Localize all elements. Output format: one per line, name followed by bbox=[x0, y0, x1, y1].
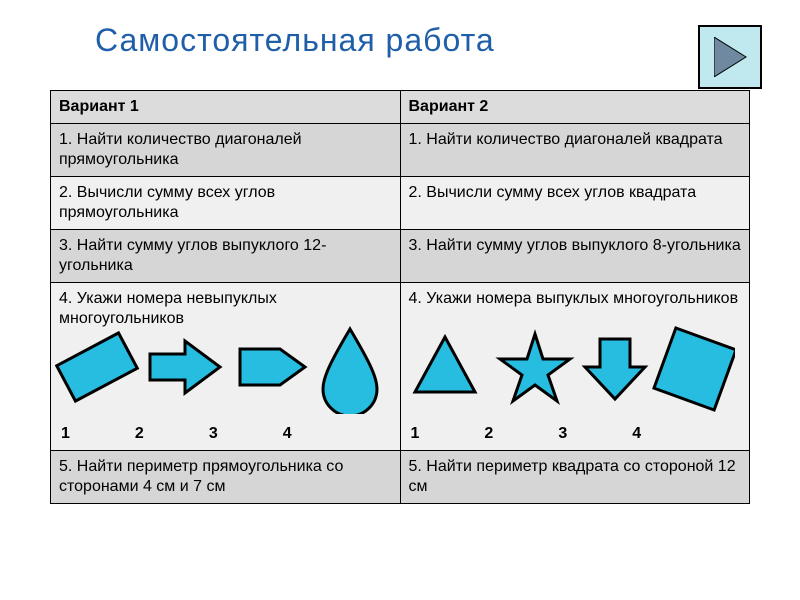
arrow-down-icon bbox=[585, 339, 645, 399]
cell-5-v1: 5. Найти периметр прямоугольника со стор… bbox=[51, 451, 401, 504]
tasks-table: Вариант 1 Вариант 2 1. Найти количество … bbox=[50, 90, 750, 504]
header-v1: Вариант 1 bbox=[51, 91, 401, 124]
cell-1-v1: 1. Найти количество диагоналей прямоугол… bbox=[51, 124, 401, 177]
cell-1-v2: 1. Найти количество диагоналей квадрата bbox=[400, 124, 750, 177]
num: 3 bbox=[558, 424, 567, 444]
star-icon bbox=[500, 334, 570, 401]
shapes-v2 bbox=[405, 319, 735, 414]
cell-4-v1: 4. Укажи номера невыпуклых многоугольник… bbox=[51, 283, 401, 451]
cell-5-v2: 5. Найти периметр квадрата со стороной 1… bbox=[400, 451, 750, 504]
cell-4-v2-label: 4. Укажи номера выпуклых многоугольников bbox=[409, 289, 739, 309]
next-button[interactable] bbox=[698, 25, 762, 89]
num: 2 bbox=[135, 424, 144, 444]
cell-2-v1: 2. Вычисли сумму всех углов прямоугольни… bbox=[51, 177, 401, 230]
cell-4-v2: 4. Укажи номера выпуклых многоугольников… bbox=[400, 283, 750, 451]
num: 1 bbox=[61, 424, 70, 444]
header-v2: Вариант 2 bbox=[400, 91, 750, 124]
cell-3-v2: 3. Найти сумму углов выпуклого 8-угольни… bbox=[400, 230, 750, 283]
page-title: Самостоятельная работа bbox=[95, 22, 495, 59]
play-icon bbox=[714, 37, 748, 77]
triangle-icon bbox=[415, 337, 475, 392]
num: 4 bbox=[632, 424, 641, 444]
drop-icon bbox=[323, 329, 377, 414]
cell-2-v2: 2. Вычисли сумму всех углов квадрата bbox=[400, 177, 750, 230]
arrow-pentagon-icon bbox=[240, 349, 305, 385]
num: 2 bbox=[484, 424, 493, 444]
num: 1 bbox=[411, 424, 420, 444]
nums-v2: 1 2 3 4 bbox=[411, 424, 642, 444]
num: 3 bbox=[209, 424, 218, 444]
arrow-right-icon bbox=[150, 341, 220, 393]
nums-v1: 1 2 3 4 bbox=[61, 424, 292, 444]
cell-3-v1: 3. Найти сумму углов выпуклого 12-угольн… bbox=[51, 230, 401, 283]
num: 4 bbox=[283, 424, 292, 444]
shapes-v1 bbox=[55, 319, 385, 414]
